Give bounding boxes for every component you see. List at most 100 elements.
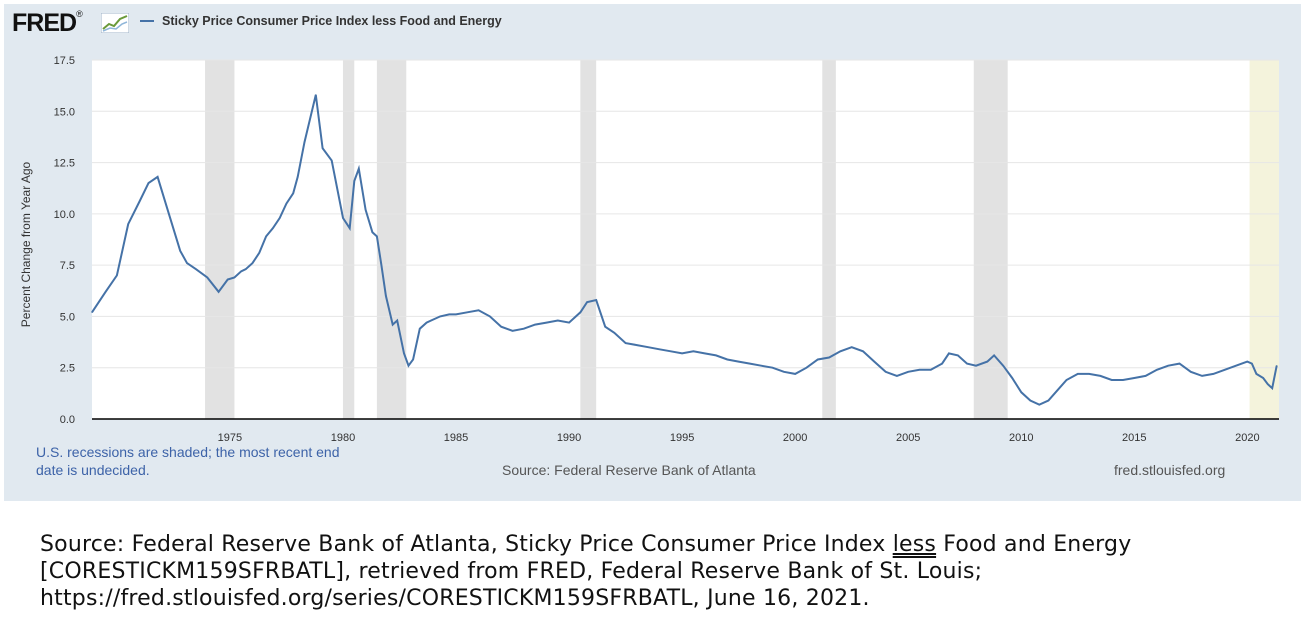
data-point <box>658 348 661 350</box>
recession-band <box>580 60 597 419</box>
data-point <box>1077 373 1079 375</box>
y-tick-label: 2.5 <box>60 363 75 375</box>
data-point <box>1178 363 1181 365</box>
data-point <box>455 313 457 315</box>
data-point <box>396 319 398 322</box>
y-tick-label: 17.5 <box>54 55 75 67</box>
data-point <box>1156 369 1158 371</box>
site-link[interactable]: fred.stlouisfed.org <box>1114 462 1226 478</box>
data-point <box>966 363 968 365</box>
legend-label: Sticky Price Consumer Price Index less F… <box>162 14 502 28</box>
data-point <box>595 299 597 301</box>
data-point <box>104 291 107 293</box>
x-tick-label: 2015 <box>1122 432 1146 444</box>
plot-background <box>92 60 1279 419</box>
data-point <box>91 311 93 313</box>
data-point <box>613 332 615 334</box>
data-point <box>715 354 717 357</box>
data-point <box>489 315 491 318</box>
data-point <box>1235 365 1237 367</box>
recession-shading <box>92 60 1279 419</box>
data-point <box>1251 363 1253 365</box>
data-point <box>907 371 909 373</box>
data-point <box>1262 377 1264 379</box>
data-point <box>127 223 129 225</box>
data-point <box>376 235 378 238</box>
data-point <box>353 180 355 182</box>
fred-graph-icon <box>101 13 129 33</box>
recession-band <box>1249 60 1279 419</box>
data-point <box>1167 365 1169 367</box>
legend-swatch <box>140 20 154 22</box>
x-tick-label: 2000 <box>783 432 807 444</box>
data-point <box>1224 369 1226 371</box>
x-tick-label: 2005 <box>896 432 920 444</box>
caption-underlined-word: less <box>892 532 937 557</box>
data-point <box>579 311 581 313</box>
data-point <box>258 252 260 254</box>
data-point <box>1029 399 1031 402</box>
data-point <box>1190 371 1192 373</box>
data-point <box>1201 375 1203 377</box>
y-tick-label: 0.0 <box>60 414 75 426</box>
chart-source: Source: Federal Reserve Bank of Atlanta <box>502 462 756 478</box>
data-point <box>412 358 414 361</box>
data-point <box>1011 377 1013 379</box>
data-point <box>233 276 236 279</box>
data-point <box>771 367 774 369</box>
data-point <box>1212 373 1215 375</box>
data-point <box>342 217 344 219</box>
data-point <box>385 295 387 297</box>
data-point <box>1271 387 1273 389</box>
data-point <box>760 365 762 367</box>
chart-legend: Sticky Price Consumer Price Index less F… <box>140 14 502 28</box>
y-tick-label: 10.0 <box>54 209 75 221</box>
data-point <box>738 360 740 363</box>
data-point <box>349 227 351 229</box>
data-point <box>168 213 170 215</box>
data-point <box>240 270 242 272</box>
data-point <box>315 94 317 96</box>
data-point <box>1133 377 1135 379</box>
data-point <box>279 217 281 219</box>
y-tick-labels: 0.0 2.5 5.0 7.5 10.0 12.5 15.0 17.5 <box>54 55 75 426</box>
data-point <box>426 321 428 324</box>
data-point <box>1267 383 1269 385</box>
data-point <box>941 363 943 365</box>
data-point <box>358 168 360 170</box>
x-tick-label: 1975 <box>218 432 242 444</box>
data-point <box>749 363 751 365</box>
data-point <box>873 360 875 363</box>
data-point <box>726 358 728 361</box>
data-point <box>407 365 410 367</box>
data-point <box>636 344 638 346</box>
data-point <box>993 354 995 357</box>
data-point <box>670 350 672 352</box>
data-point <box>557 319 559 322</box>
data-point <box>896 375 898 377</box>
data-point <box>975 365 977 367</box>
recession-band <box>822 60 836 419</box>
data-point <box>948 352 950 354</box>
data-point <box>839 350 841 352</box>
caption-line-1-suffix: Food and Energy <box>936 532 1132 557</box>
data-point <box>272 227 274 229</box>
data-point <box>206 276 208 279</box>
data-point <box>1122 379 1124 381</box>
y-tick-label: 15.0 <box>54 106 75 118</box>
data-point <box>794 373 796 375</box>
data-point <box>692 350 695 352</box>
caption-line-2: [CORESTICKM159SFRBATL], retrieved from F… <box>40 559 983 584</box>
data-point <box>1038 404 1040 406</box>
logo-registered: ® <box>76 9 83 19</box>
data-point <box>534 324 536 326</box>
x-tick-label: 2010 <box>1009 432 1033 444</box>
data-point <box>647 346 649 348</box>
caption: Source: Federal Reserve Bank of Atlanta,… <box>40 531 1280 612</box>
data-point <box>322 147 324 149</box>
data-point <box>478 309 480 311</box>
fred-logo: FRED® <box>12 9 83 38</box>
data-point <box>586 301 588 303</box>
data-point <box>568 321 570 324</box>
data-point <box>511 330 514 332</box>
